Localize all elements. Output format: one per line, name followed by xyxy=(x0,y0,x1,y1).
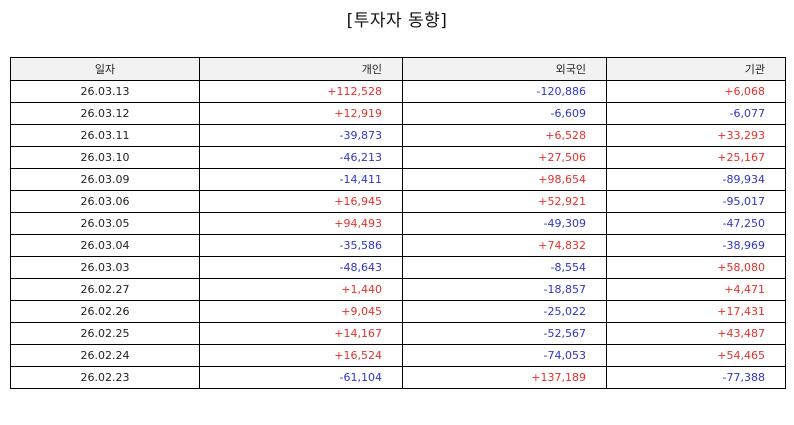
cell-institution: +54,465 xyxy=(606,344,786,367)
cell-foreign: -8,554 xyxy=(402,256,607,279)
cell-foreign: -49,309 xyxy=(402,212,607,235)
cell-date: 26.02.24 xyxy=(10,344,200,367)
cell-date: 26.03.13 xyxy=(10,80,200,103)
cell-date: 26.03.04 xyxy=(10,234,200,257)
table-row: 26.02.26 +9,045 -25,022 +17,431 xyxy=(10,300,786,323)
table-body: 26.03.13 +112,528 -120,886 +6,068 26.03.12 +1… xyxy=(10,80,786,389)
investor-trend-table: 일자 개인 외국인 기관 26.03.13 +112,528 -120,886 +6,… xyxy=(10,57,786,389)
cell-institution: +25,167 xyxy=(606,146,786,169)
column-header-individual: 개인 xyxy=(199,57,403,81)
table-row: 26.02.24 +16,524 -74,053 +54,465 xyxy=(10,344,786,367)
table-row: 26.02.27 +1,440 -18,857 +4,471 xyxy=(10,278,786,301)
cell-date: 26.03.10 xyxy=(10,146,200,169)
cell-foreign: -120,886 xyxy=(402,80,607,103)
cell-individual: -35,586 xyxy=(199,234,403,257)
table-row: 26.03.11 -39,873 +6,528 +33,293 xyxy=(10,124,786,147)
cell-institution: -95,017 xyxy=(606,190,786,213)
cell-individual: -14,411 xyxy=(199,168,403,191)
cell-institution: -47,250 xyxy=(606,212,786,235)
cell-foreign: -25,022 xyxy=(402,300,607,323)
table-row: 26.03.03 -48,643 -8,554 +58,080 xyxy=(10,256,786,279)
table-header-row: 일자 개인 외국인 기관 xyxy=(10,57,786,81)
cell-foreign: -52,567 xyxy=(402,322,607,345)
column-header-foreign: 외국인 xyxy=(402,57,607,81)
cell-date: 26.02.27 xyxy=(10,278,200,301)
table-row: 26.03.12 +12,919 -6,609 -6,077 xyxy=(10,102,786,125)
table-row: 26.03.05 +94,493 -49,309 -47,250 xyxy=(10,212,786,235)
cell-foreign: -18,857 xyxy=(402,278,607,301)
cell-foreign: -6,609 xyxy=(402,102,607,125)
cell-individual: +16,945 xyxy=(199,190,403,213)
cell-date: 26.03.12 xyxy=(10,102,200,125)
table-row: 26.03.09 -14,411 +98,654 -89,934 xyxy=(10,168,786,191)
cell-foreign: +6,528 xyxy=(402,124,607,147)
cell-individual: +112,528 xyxy=(199,80,403,103)
cell-date: 26.02.23 xyxy=(10,366,200,389)
cell-institution: -89,934 xyxy=(606,168,786,191)
cell-foreign: +52,921 xyxy=(402,190,607,213)
cell-individual: -61,104 xyxy=(199,366,403,389)
cell-institution: +43,487 xyxy=(606,322,786,345)
cell-date: 26.03.11 xyxy=(10,124,200,147)
cell-individual: +94,493 xyxy=(199,212,403,235)
table-row: 26.02.25 +14,167 -52,567 +43,487 xyxy=(10,322,786,345)
cell-institution: +4,471 xyxy=(606,278,786,301)
cell-individual: +12,919 xyxy=(199,102,403,125)
cell-institution: +33,293 xyxy=(606,124,786,147)
cell-date: 26.03.06 xyxy=(10,190,200,213)
cell-individual: +1,440 xyxy=(199,278,403,301)
cell-date: 26.03.03 xyxy=(10,256,200,279)
cell-date: 26.03.05 xyxy=(10,212,200,235)
cell-foreign: +98,654 xyxy=(402,168,607,191)
cell-institution: -77,388 xyxy=(606,366,786,389)
cell-institution: -38,969 xyxy=(606,234,786,257)
table-row: 26.03.10 -46,213 +27,506 +25,167 xyxy=(10,146,786,169)
cell-foreign: -74,053 xyxy=(402,344,607,367)
table-row: 26.03.06 +16,945 +52,921 -95,017 xyxy=(10,190,786,213)
cell-date: 26.02.25 xyxy=(10,322,200,345)
cell-foreign: +74,832 xyxy=(402,234,607,257)
cell-individual: -48,643 xyxy=(199,256,403,279)
cell-foreign: +137,189 xyxy=(402,366,607,389)
cell-individual: -46,213 xyxy=(199,146,403,169)
table-row: 26.02.23 -61,104 +137,189 -77,388 xyxy=(10,366,786,389)
column-header-date: 일자 xyxy=(10,57,200,81)
cell-date: 26.03.09 xyxy=(10,168,200,191)
table-row: 26.03.13 +112,528 -120,886 +6,068 xyxy=(10,80,786,103)
cell-institution: +58,080 xyxy=(606,256,786,279)
cell-individual: +16,524 xyxy=(199,344,403,367)
page-title: [투자자 동향] xyxy=(346,11,448,31)
cell-individual: +9,045 xyxy=(199,300,403,323)
table-row: 26.03.04 -35,586 +74,832 -38,969 xyxy=(10,234,786,257)
column-header-institution: 기관 xyxy=(606,57,786,81)
cell-institution: +6,068 xyxy=(606,80,786,103)
cell-institution: -6,077 xyxy=(606,102,786,125)
cell-foreign: +27,506 xyxy=(402,146,607,169)
cell-date: 26.02.26 xyxy=(10,300,200,323)
cell-institution: +17,431 xyxy=(606,300,786,323)
cell-individual: +14,167 xyxy=(199,322,403,345)
cell-individual: -39,873 xyxy=(199,124,403,147)
